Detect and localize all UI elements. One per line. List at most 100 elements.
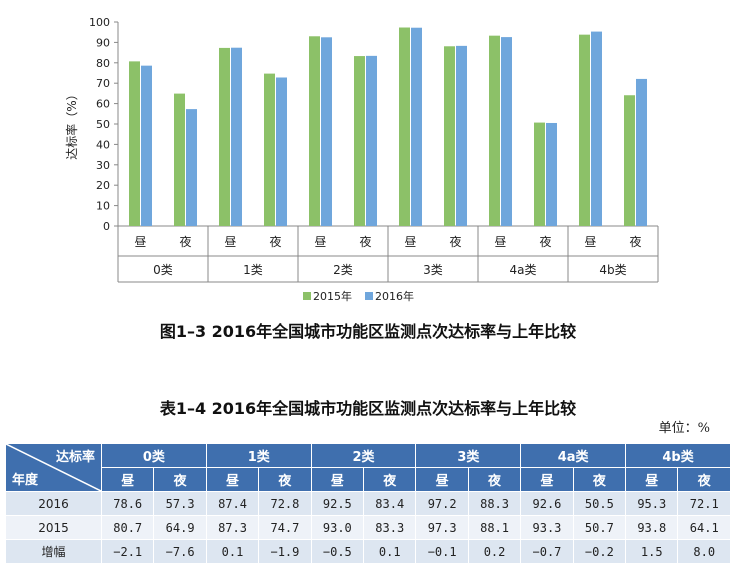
y-tick-label: 40	[96, 138, 110, 151]
table-subheader: 夜	[467, 467, 522, 492]
table-row-label: 2015	[5, 515, 102, 540]
x-group-label: 0类	[153, 263, 173, 277]
x-subcategory-label: 夜	[359, 234, 371, 249]
legend-swatch-0	[303, 292, 311, 300]
table-cell: 92.5	[310, 491, 365, 516]
data-table: 达标率 年度 0类 1类 2类 3类 4a类 4b类 昼夜昼夜昼夜昼夜昼夜昼夜 2016 7…	[5, 443, 731, 564]
table-cell: 0.1	[363, 539, 417, 564]
table-subheader: 昼	[520, 467, 574, 492]
table-cell: 72.8	[258, 491, 312, 516]
table-cell: 64.9	[153, 515, 207, 540]
bar-2016年-7	[456, 45, 467, 227]
bar-2015年-11	[624, 95, 635, 227]
table-subheader: 夜	[363, 467, 417, 492]
bar-2015年-0	[129, 61, 140, 226]
bar-2016年-8	[501, 37, 512, 226]
table-cell: 50.7	[572, 515, 627, 540]
bar-2015年-2	[219, 47, 230, 226]
bar-2016年-10	[591, 31, 602, 227]
table-row: 2016 78.6 57.3 87.4 72.8 92.5 83.4 97.2 88.3 92.6…	[5, 491, 731, 516]
x-group-label: 3类	[423, 263, 443, 277]
table-cell: 93.3	[520, 515, 574, 540]
y-tick-label: 50	[96, 118, 110, 131]
y-tick-label: 100	[89, 16, 110, 29]
table-cell: 97.3	[415, 515, 469, 540]
x-subcategory-label: 夜	[629, 234, 641, 249]
bar-2015年-7	[444, 46, 455, 226]
table-cell: 87.3	[205, 515, 260, 540]
table-cell: 1.5	[625, 539, 679, 564]
table-subheader: 昼	[415, 467, 469, 492]
table-cell: 72.1	[677, 491, 731, 516]
table-cell: 92.6	[520, 491, 574, 516]
bar-2015年-6	[399, 27, 410, 227]
y-tick-label: 60	[96, 98, 110, 111]
table-cell: 97.2	[415, 491, 469, 516]
y-tick-label: 20	[96, 179, 110, 192]
y-tick-label: 90	[96, 36, 110, 49]
bar-2016年-11	[636, 78, 647, 226]
table-cell: −1.9	[258, 539, 312, 564]
table-subheader: 夜	[677, 467, 731, 492]
x-subcategory-label: 昼	[494, 235, 506, 249]
x-subcategory-label: 夜	[269, 234, 281, 249]
bar-2016年-3	[276, 77, 287, 226]
table-cell: 83.4	[363, 491, 417, 516]
table-row: 增幅 −2.1 −7.6 0.1 −1.9 −0.5 0.1 −0.1 0.2 −0.7 −0.2 1…	[5, 539, 731, 564]
bar-2015年-3	[264, 73, 275, 226]
table-cell: −7.6	[153, 539, 207, 564]
bar-2016年-6	[411, 27, 422, 226]
table-cell: 88.3	[467, 491, 522, 516]
table-row-label: 2016	[5, 491, 102, 516]
bar-2015年-10	[579, 34, 590, 227]
figure-caption: 图1–3 2016年全国城市功能区监测点次达标率与上年比较	[159, 322, 577, 341]
table-cell: 74.7	[258, 515, 312, 540]
corner-top-label: 达标率	[55, 450, 95, 465]
table-cell: 0.2	[467, 539, 522, 564]
y-tick-label: 0	[103, 220, 110, 233]
table-subheader: 夜	[572, 467, 627, 492]
bar-2016年-5	[366, 55, 377, 226]
table-cell: 93.0	[310, 515, 365, 540]
bar-2016年-1	[186, 109, 197, 226]
x-subcategory-label: 昼	[224, 235, 236, 249]
table-group-header: 4b类	[625, 443, 731, 468]
bar-2015年-8	[489, 35, 500, 226]
table-subheader: 夜	[153, 467, 207, 492]
x-subcategory-label: 昼	[314, 235, 326, 249]
table-cell: 87.4	[205, 491, 260, 516]
table-cell: −0.7	[520, 539, 574, 564]
table-cell: −0.5	[310, 539, 365, 564]
table-corner-header: 达标率 年度	[5, 443, 102, 492]
x-subcategory-label: 夜	[179, 234, 191, 249]
bar-2015年-1	[174, 93, 185, 226]
table-cell: 83.3	[363, 515, 417, 540]
legend-label-0: 2015年	[313, 289, 352, 303]
table-cell: 57.3	[153, 491, 207, 516]
table-cell: 8.0	[677, 539, 731, 564]
bar-2015年-4	[309, 36, 320, 226]
x-subcategory-label: 昼	[134, 235, 146, 249]
y-tick-label: 30	[96, 159, 110, 172]
table-unit: 单位：%	[658, 421, 710, 436]
y-axis-label: 达标率（%）	[64, 88, 79, 159]
table-cell: 50.5	[572, 491, 627, 516]
table-cell: 95.3	[625, 491, 679, 516]
corner-bottom-label: 年度	[12, 473, 39, 488]
table-subheader: 昼	[100, 467, 155, 492]
table-subheader: 昼	[310, 467, 365, 492]
table-cell: −0.2	[572, 539, 627, 564]
table-group-header: 0类	[101, 443, 207, 468]
table-group-header: 2类	[310, 443, 417, 468]
table-cell: 0.1	[205, 539, 260, 564]
x-group-label: 4b类	[599, 263, 626, 277]
x-subcategory-label: 昼	[584, 235, 596, 249]
table-cell: −2.1	[100, 539, 155, 564]
table-group-header: 4a类	[520, 443, 627, 468]
x-subcategory-label: 夜	[539, 234, 551, 249]
y-tick-label: 10	[96, 200, 110, 213]
bar-2016年-0	[141, 65, 152, 226]
table-cell: 93.8	[625, 515, 679, 540]
table-row-label: 增幅	[5, 539, 102, 564]
